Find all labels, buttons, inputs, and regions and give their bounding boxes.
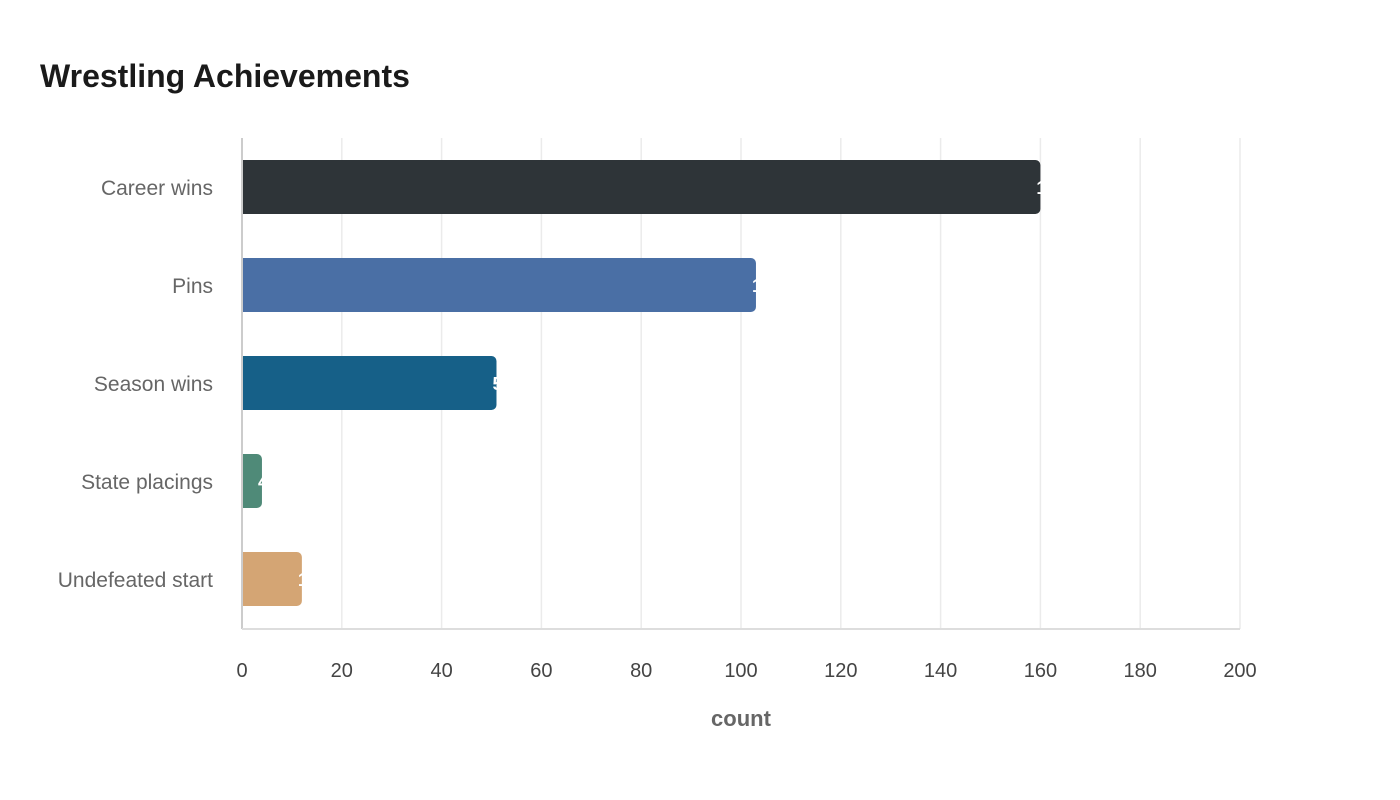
x-tick-label-0: 0 bbox=[236, 660, 247, 682]
x-tick-label-20: 20 bbox=[331, 660, 353, 682]
bar-base-undefeated-start bbox=[242, 552, 248, 606]
data-label-career-wins: 1 bbox=[1036, 178, 1046, 198]
x-axis-title: count bbox=[711, 706, 772, 731]
bars bbox=[242, 160, 1041, 606]
category-label-pins: Pins bbox=[172, 275, 213, 298]
x-tick-label-120: 120 bbox=[824, 660, 857, 682]
x-tick-label-180: 180 bbox=[1124, 660, 1157, 682]
x-tick-label-200: 200 bbox=[1223, 660, 1256, 682]
category-label-undefeated-start: Undefeated start bbox=[58, 569, 213, 592]
bar-undefeated-start bbox=[242, 552, 302, 606]
bar-career-wins bbox=[242, 160, 1041, 214]
labels: Career wins 1 Pins 1 Season wins 5 State placi… bbox=[58, 177, 1047, 592]
bar-pins bbox=[242, 258, 756, 312]
axes: 0 20 40 60 80 100 120 140 160 180 200 bbox=[236, 138, 1257, 682]
bar-season-wins bbox=[242, 356, 497, 410]
x-tick-label-40: 40 bbox=[430, 660, 452, 682]
x-tick-label-160: 160 bbox=[1024, 660, 1057, 682]
x-tick-label-140: 140 bbox=[924, 660, 957, 682]
category-label-state-placings: State placings bbox=[81, 471, 213, 494]
data-label-pins: 1 bbox=[752, 276, 762, 296]
bar-base-career-wins bbox=[242, 160, 248, 214]
data-label-undefeated-start: 1 bbox=[298, 570, 308, 590]
category-label-season-wins: Season wins bbox=[94, 373, 213, 396]
bar-base-state-placings bbox=[242, 454, 248, 508]
data-label-state-placings: 4 bbox=[258, 472, 268, 492]
x-tick-label-60: 60 bbox=[530, 660, 552, 682]
bar-base-season-wins bbox=[242, 356, 248, 410]
category-label-career-wins: Career wins bbox=[101, 177, 213, 200]
bar-base-pins bbox=[242, 258, 248, 312]
chart-title: Wrestling Achievements bbox=[40, 58, 410, 94]
x-tick-label-100: 100 bbox=[724, 660, 757, 682]
x-tick-label-80: 80 bbox=[630, 660, 652, 682]
data-label-season-wins: 5 bbox=[492, 374, 502, 394]
